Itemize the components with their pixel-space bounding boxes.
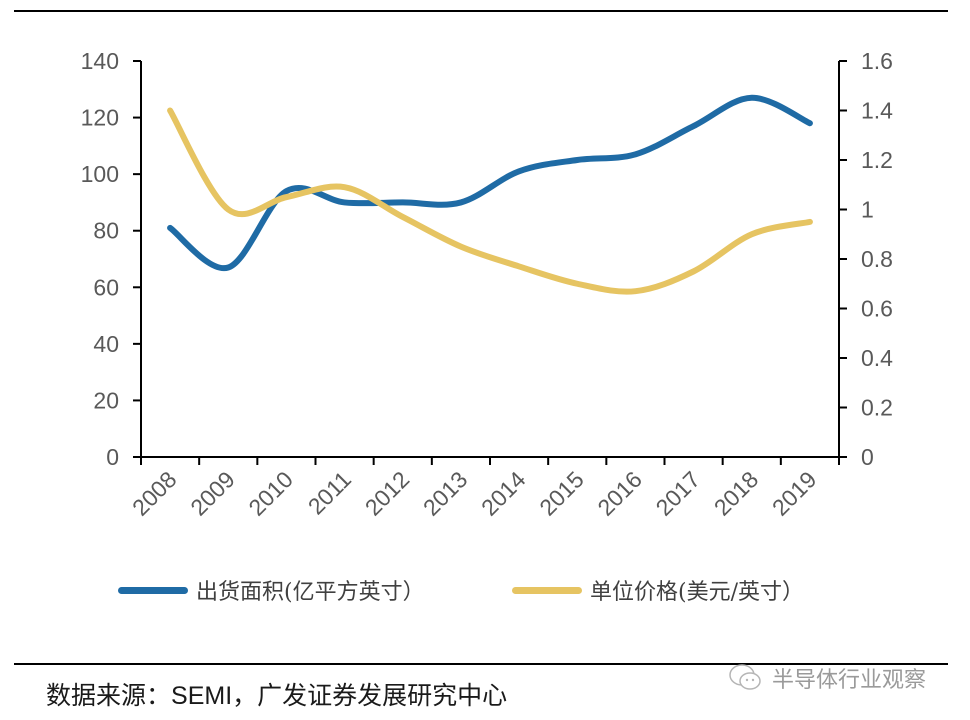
legend-label-shipment-area: 出货面积(亿平方英寸） — [196, 580, 425, 605]
x-tick-label: 2018 — [709, 466, 764, 521]
y-right-tick-label: 0.2 — [861, 395, 893, 421]
x-tick-label: 2009 — [185, 466, 240, 521]
y-left-tick-label: 40 — [93, 331, 119, 357]
y-right-tick-label: 1 — [861, 197, 874, 223]
x-tick-label: 2010 — [243, 466, 298, 521]
source-org: SEMI — [171, 682, 233, 710]
legend-label-unit-price: 单位价格(美元/英寸） — [590, 580, 804, 605]
top-rule — [14, 10, 948, 12]
legend-item-unit-price: 单位价格(美元/英寸） — [512, 570, 804, 610]
x-tick-label: 2011 — [303, 466, 356, 519]
chart-area: 0 20 40 60 80 100 120 140 0 0.2 0.4 0.6 0.8 1 1.2 1.4 1.… — [81, 48, 894, 521]
y-right-tick-label: 1.2 — [861, 147, 893, 173]
series-lines — [167, 94, 813, 295]
y-right-tick-label: 1.4 — [861, 98, 893, 124]
y-right-tick-label: 0.6 — [861, 296, 893, 322]
y-right-tick-label: 0 — [861, 444, 874, 470]
y-left-tick-label: 20 — [93, 387, 119, 413]
series-line-shipment-area — [167, 94, 813, 271]
x-tick-label: 2015 — [534, 466, 589, 521]
source-suffix: ，广发证券发展研究中心 — [232, 681, 508, 710]
y-left-tick-label: 80 — [93, 218, 119, 244]
x-tick-label: 2013 — [418, 466, 473, 521]
x-tick-label: 2014 — [476, 466, 531, 521]
y-left-tick-label: 120 — [81, 105, 119, 131]
source-note: 数据来源：SEMI，广发证券发展研究中心 — [46, 676, 507, 712]
x-tick-label: 2017 — [651, 466, 706, 521]
legend-item-shipment-area: 出货面积(亿平方英寸） — [118, 570, 425, 610]
watermark-text: 半导体行业观察 — [772, 668, 927, 693]
y-left-tick-label: 0 — [106, 444, 119, 470]
y-right-tick-label: 1.6 — [861, 48, 893, 74]
y-left-tick-label: 140 — [81, 48, 119, 74]
x-tick-label: 2008 — [127, 466, 182, 521]
bottom-rule — [14, 663, 948, 665]
wechat-icon — [729, 664, 761, 690]
x-tick-label: 2012 — [360, 466, 415, 521]
x-tick-label: 2019 — [767, 466, 822, 521]
source-prefix: 数据来源： — [46, 681, 172, 710]
x-tick-label: 2016 — [592, 466, 647, 521]
y-right-tick-label: 0.8 — [861, 246, 893, 272]
axes: 0 20 40 60 80 100 120 140 0 0.2 0.4 0.6 0.8 1 1.2 1.4 1.… — [81, 48, 894, 521]
legend-swatch-unit-price — [512, 586, 582, 594]
watermark: 半导体行业观察 — [728, 662, 926, 694]
legend-swatch-shipment-area — [118, 586, 188, 594]
legend: 出货面积(亿平方英寸） 单位价格(美元/英寸） — [0, 570, 970, 610]
y-left-tick-label: 60 — [93, 274, 119, 300]
y-left-tick-label: 100 — [81, 161, 119, 187]
series-line-unit-price — [167, 107, 813, 295]
y-right-tick-label: 0.4 — [861, 345, 893, 371]
